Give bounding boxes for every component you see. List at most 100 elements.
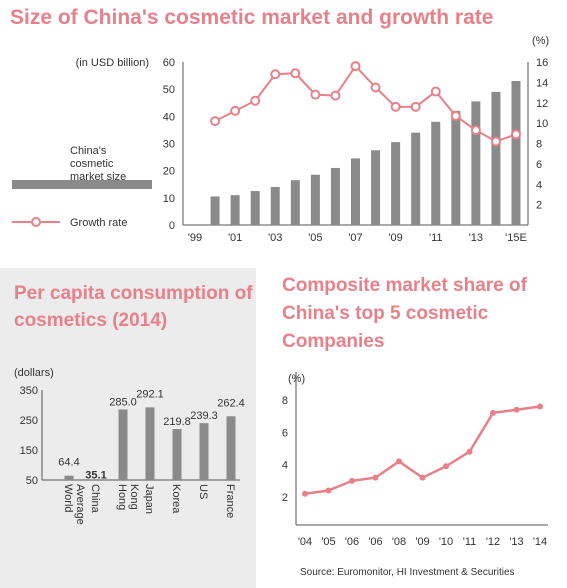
chart3-xtick: '06 bbox=[345, 536, 359, 548]
chart1-ytick-right: 12 bbox=[536, 98, 548, 110]
chart2-bar bbox=[145, 407, 155, 480]
chart1-growth-point bbox=[290, 68, 301, 79]
chart1-growth-point bbox=[450, 110, 461, 121]
chart2-category-label: Hong bbox=[116, 484, 128, 510]
chart1-bar bbox=[330, 167, 340, 225]
source-note: Source: Euromonitor, HI Investment & Sec… bbox=[300, 567, 515, 578]
chart1-bar bbox=[411, 132, 421, 225]
chart2-bar bbox=[226, 416, 236, 480]
chart3-point bbox=[490, 409, 496, 416]
chart3-xtick: '12 bbox=[486, 536, 500, 548]
chart1-bar bbox=[270, 186, 280, 225]
chart1-ytick-right: 14 bbox=[536, 77, 548, 89]
chart1-ylabel-right: (%) bbox=[532, 35, 549, 47]
chart1-ytick-left: 20 bbox=[163, 166, 175, 178]
chart3-ytick: 2 bbox=[282, 492, 288, 504]
chart1-bar bbox=[351, 158, 360, 225]
chart1-growth-point bbox=[230, 105, 241, 116]
chart3-point bbox=[466, 448, 473, 455]
chart1-bar bbox=[250, 191, 260, 225]
chart2-value-label: 292.1 bbox=[136, 388, 164, 400]
chart1-bar bbox=[391, 142, 401, 225]
chart2-category-label: France bbox=[224, 484, 236, 518]
chart1-ytick-left: 40 bbox=[163, 111, 175, 123]
chart3-point bbox=[396, 458, 402, 465]
chart1-growth-line bbox=[214, 64, 517, 143]
chart2-ytick: 250 bbox=[20, 415, 38, 427]
chart2-ylabel: (dollars) bbox=[14, 367, 54, 379]
chart2-value-label: 262.4 bbox=[217, 397, 245, 409]
chart1-bar bbox=[310, 174, 320, 225]
chart3-point bbox=[419, 474, 426, 481]
chart1-growth-point bbox=[270, 69, 281, 80]
chart3-xtick: '10 bbox=[439, 536, 453, 548]
chart1-bar bbox=[471, 101, 481, 225]
chart1-growth-point bbox=[310, 89, 321, 100]
chart3-xtick: '11 bbox=[463, 536, 477, 548]
chart1-ytick-left: 0 bbox=[169, 220, 175, 232]
chart1-growth-point bbox=[511, 129, 521, 140]
chart1-growth-point bbox=[210, 116, 221, 127]
chart1-ytick-right: 4 bbox=[536, 179, 542, 191]
chart2-value-label: 285.0 bbox=[109, 397, 137, 409]
chart1-ytick-left: 10 bbox=[163, 193, 175, 205]
chart3-point bbox=[443, 463, 449, 470]
chart3-line bbox=[304, 405, 541, 496]
chart1-ylabel-left: (in USD billion) bbox=[76, 57, 149, 69]
chart3-ylabel: (%) bbox=[288, 373, 305, 385]
chart1-growth-point bbox=[490, 136, 501, 147]
chart3-ytick: 8 bbox=[282, 395, 288, 407]
chart1-legend-bar-label: market size bbox=[70, 171, 126, 183]
chart2-value-label: 35.1 bbox=[85, 469, 106, 481]
chart3-point bbox=[325, 487, 332, 494]
chart2-category-label: Korea bbox=[170, 484, 182, 514]
chart2-ytick: 350 bbox=[20, 385, 38, 397]
chart3-xtick: '09 bbox=[415, 536, 429, 548]
chart2-category-label: Kong bbox=[128, 484, 140, 510]
chart3-xtick: '08 bbox=[392, 536, 406, 548]
chart1-growth-point bbox=[330, 90, 341, 101]
chart1-ytick-left: 30 bbox=[163, 139, 175, 151]
chart1-legend-line-label: Growth rate bbox=[70, 217, 127, 229]
chart1-xtick: '11 bbox=[429, 232, 443, 244]
chart1-ytick-left: 60 bbox=[163, 57, 175, 69]
chart1-bar bbox=[371, 150, 381, 225]
per-capita-panel bbox=[0, 268, 256, 588]
chart1-xtick: '05 bbox=[308, 232, 322, 244]
chart3-title: Composite market share of China's top 5 … bbox=[282, 275, 527, 352]
chart1-ytick-right: 6 bbox=[536, 159, 542, 171]
chart1-bar bbox=[491, 91, 501, 225]
chart1-xtick: '01 bbox=[228, 232, 242, 244]
chart3-xtick: '05 bbox=[321, 536, 335, 548]
chart1-bar bbox=[451, 110, 461, 225]
chart1-xtick: '07 bbox=[348, 232, 362, 244]
chart1-legend-bar-label: cosmetic bbox=[70, 158, 114, 170]
chart1-growth-point bbox=[410, 101, 421, 112]
chart3-point bbox=[537, 403, 543, 410]
chart2-category-label: Average bbox=[74, 484, 86, 525]
chart2-category-label: Japan bbox=[143, 484, 155, 514]
chart2-category-label: China bbox=[89, 484, 101, 514]
chart1-growth-point bbox=[430, 86, 441, 97]
chart1-xtick: '13 bbox=[469, 232, 483, 244]
chart2-bar bbox=[118, 409, 128, 480]
chart3-xtick: '06 bbox=[368, 536, 382, 548]
chart2-value-label: 219.8 bbox=[163, 416, 191, 428]
chart1-ytick-right: 8 bbox=[536, 139, 542, 151]
chart2-category-label: US bbox=[197, 484, 209, 499]
chart1-bar bbox=[431, 121, 441, 225]
chart1-bar bbox=[230, 195, 240, 225]
chart1-growth-point bbox=[470, 125, 481, 136]
chart1-growth-point bbox=[250, 95, 261, 106]
chart1-xtick: '03 bbox=[268, 232, 282, 244]
chart1-growth-point bbox=[350, 61, 361, 72]
chart3-point bbox=[349, 477, 355, 484]
chart2-bar bbox=[172, 429, 182, 480]
chart1-bar bbox=[210, 196, 220, 225]
chart1-xtick: '15E bbox=[505, 232, 527, 244]
chart1-xtick: '99 bbox=[188, 232, 202, 244]
chart1-legend-bar-swatch bbox=[12, 180, 152, 189]
chart2-bar bbox=[199, 423, 209, 480]
chart2-category-label: World bbox=[62, 484, 74, 513]
chart3-xtick: '14 bbox=[533, 536, 547, 548]
